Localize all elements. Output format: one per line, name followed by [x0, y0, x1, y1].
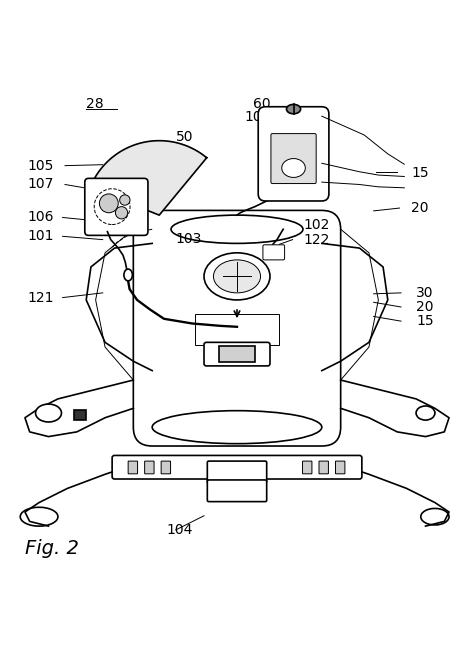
- Ellipse shape: [286, 104, 301, 114]
- Text: 60: 60: [254, 98, 271, 111]
- Text: 101: 101: [27, 229, 54, 243]
- FancyBboxPatch shape: [112, 455, 362, 479]
- Text: 105: 105: [27, 159, 54, 173]
- FancyBboxPatch shape: [161, 461, 171, 474]
- FancyBboxPatch shape: [336, 461, 345, 474]
- Text: 30: 30: [416, 286, 434, 300]
- Text: 121: 121: [27, 291, 54, 305]
- Circle shape: [119, 195, 130, 205]
- FancyBboxPatch shape: [195, 314, 279, 345]
- Ellipse shape: [204, 253, 270, 300]
- Text: 122: 122: [303, 233, 329, 247]
- FancyBboxPatch shape: [263, 245, 284, 260]
- Text: Fig. 2: Fig. 2: [25, 539, 79, 558]
- FancyBboxPatch shape: [258, 107, 329, 201]
- FancyBboxPatch shape: [204, 342, 270, 366]
- Text: 103: 103: [176, 232, 202, 246]
- Ellipse shape: [36, 404, 62, 422]
- Text: 104: 104: [166, 523, 193, 537]
- Ellipse shape: [124, 269, 132, 281]
- FancyBboxPatch shape: [219, 346, 255, 362]
- Polygon shape: [90, 140, 207, 215]
- FancyBboxPatch shape: [207, 480, 267, 501]
- FancyBboxPatch shape: [128, 461, 137, 474]
- FancyBboxPatch shape: [85, 179, 148, 236]
- FancyBboxPatch shape: [319, 461, 328, 474]
- FancyBboxPatch shape: [74, 410, 86, 420]
- Ellipse shape: [152, 411, 322, 444]
- Text: 102: 102: [303, 217, 329, 232]
- FancyBboxPatch shape: [133, 210, 341, 446]
- FancyBboxPatch shape: [271, 133, 316, 184]
- Text: 15: 15: [416, 314, 434, 328]
- Circle shape: [116, 206, 128, 219]
- Ellipse shape: [213, 260, 261, 293]
- Text: 28: 28: [86, 98, 104, 111]
- Ellipse shape: [416, 406, 435, 420]
- FancyBboxPatch shape: [145, 461, 154, 474]
- Text: 10: 10: [244, 110, 262, 124]
- Text: 106: 106: [27, 210, 54, 225]
- Ellipse shape: [282, 159, 305, 177]
- Circle shape: [100, 194, 118, 213]
- Ellipse shape: [171, 215, 303, 243]
- Text: 20: 20: [416, 300, 434, 314]
- FancyBboxPatch shape: [207, 461, 267, 483]
- Text: 50: 50: [176, 130, 193, 144]
- Text: 20: 20: [411, 201, 429, 215]
- Text: 15: 15: [411, 166, 429, 180]
- Text: 107: 107: [27, 177, 54, 192]
- FancyBboxPatch shape: [302, 461, 312, 474]
